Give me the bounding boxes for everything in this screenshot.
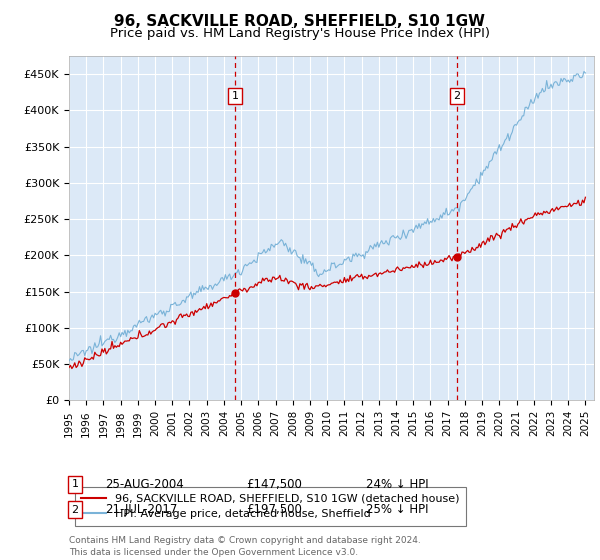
Text: 25-AUG-2004: 25-AUG-2004 bbox=[105, 478, 184, 491]
Text: Contains HM Land Registry data © Crown copyright and database right 2024.
This d: Contains HM Land Registry data © Crown c… bbox=[69, 536, 421, 557]
Text: £197,500: £197,500 bbox=[246, 503, 302, 516]
Text: Price paid vs. HM Land Registry's House Price Index (HPI): Price paid vs. HM Land Registry's House … bbox=[110, 27, 490, 40]
Text: 96, SACKVILLE ROAD, SHEFFIELD, S10 1GW: 96, SACKVILLE ROAD, SHEFFIELD, S10 1GW bbox=[115, 14, 485, 29]
Text: 24% ↓ HPI: 24% ↓ HPI bbox=[366, 478, 428, 491]
Legend: 96, SACKVILLE ROAD, SHEFFIELD, S10 1GW (detached house), HPI: Average price, det: 96, SACKVILLE ROAD, SHEFFIELD, S10 1GW (… bbox=[74, 487, 466, 526]
Text: 2: 2 bbox=[71, 505, 79, 515]
Text: 1: 1 bbox=[232, 91, 239, 101]
Text: 21-JUL-2017: 21-JUL-2017 bbox=[105, 503, 178, 516]
Text: 1: 1 bbox=[71, 479, 79, 489]
Text: 2: 2 bbox=[454, 91, 461, 101]
Text: £147,500: £147,500 bbox=[246, 478, 302, 491]
Text: 25% ↓ HPI: 25% ↓ HPI bbox=[366, 503, 428, 516]
